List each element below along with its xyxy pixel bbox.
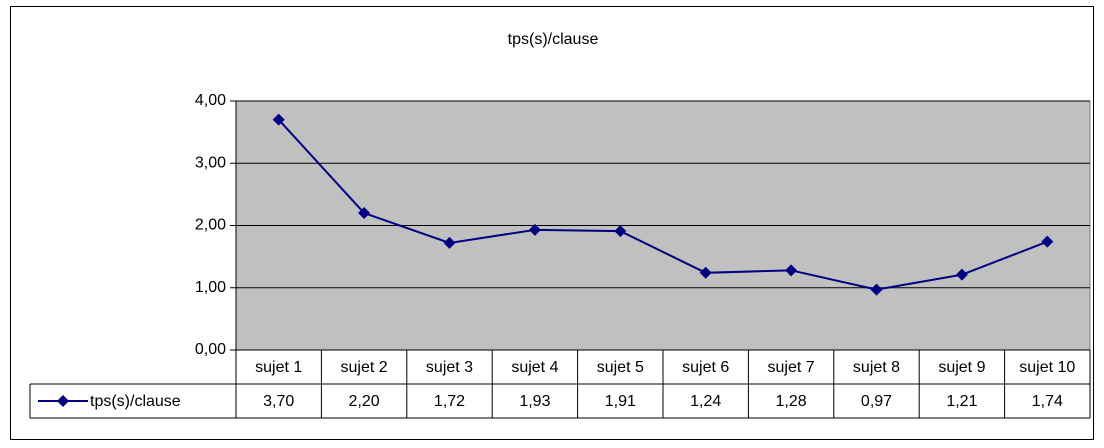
marker	[870, 283, 883, 296]
y-tick-label: 4,00	[195, 92, 226, 109]
category-label: sujet 3	[426, 359, 473, 376]
value-label: 1,28	[776, 393, 807, 410]
value-label: 3,70	[263, 393, 294, 410]
category-label: sujet 5	[597, 359, 644, 376]
marker	[699, 266, 712, 279]
value-label: 1,91	[605, 393, 636, 410]
category-label: sujet 2	[341, 359, 388, 376]
category-label: sujet 6	[682, 359, 729, 376]
category-label: sujet 8	[853, 359, 900, 376]
legend-label: tps(s)/clause	[90, 393, 181, 410]
y-tick-label: 2,00	[195, 217, 226, 234]
value-label: 2,20	[349, 393, 380, 410]
marker	[1041, 235, 1054, 248]
value-label: 1,72	[434, 393, 465, 410]
y-tick-label: 0,00	[195, 341, 226, 358]
value-label: 1,74	[1032, 393, 1063, 410]
chart-title: tps(s)/clause	[508, 31, 599, 48]
category-label: sujet 10	[1019, 359, 1075, 376]
value-label: 0,97	[861, 393, 892, 410]
category-label: sujet 7	[768, 359, 815, 376]
marker	[443, 236, 456, 249]
category-label: sujet 9	[938, 359, 985, 376]
marker	[528, 223, 541, 236]
marker	[955, 268, 968, 281]
y-tick-label: 3,00	[195, 154, 226, 171]
marker	[785, 264, 798, 277]
marker	[272, 113, 285, 126]
marker	[358, 207, 371, 220]
series-line	[277, 119, 1048, 291]
marker	[614, 225, 627, 238]
category-label: sujet 1	[255, 359, 302, 376]
value-label: 1,93	[519, 393, 550, 410]
legend-marker	[57, 395, 69, 407]
category-label: sujet 4	[511, 359, 558, 376]
y-tick-label: 1,00	[195, 279, 226, 296]
value-label: 1,24	[690, 393, 721, 410]
value-label: 1,21	[946, 393, 977, 410]
